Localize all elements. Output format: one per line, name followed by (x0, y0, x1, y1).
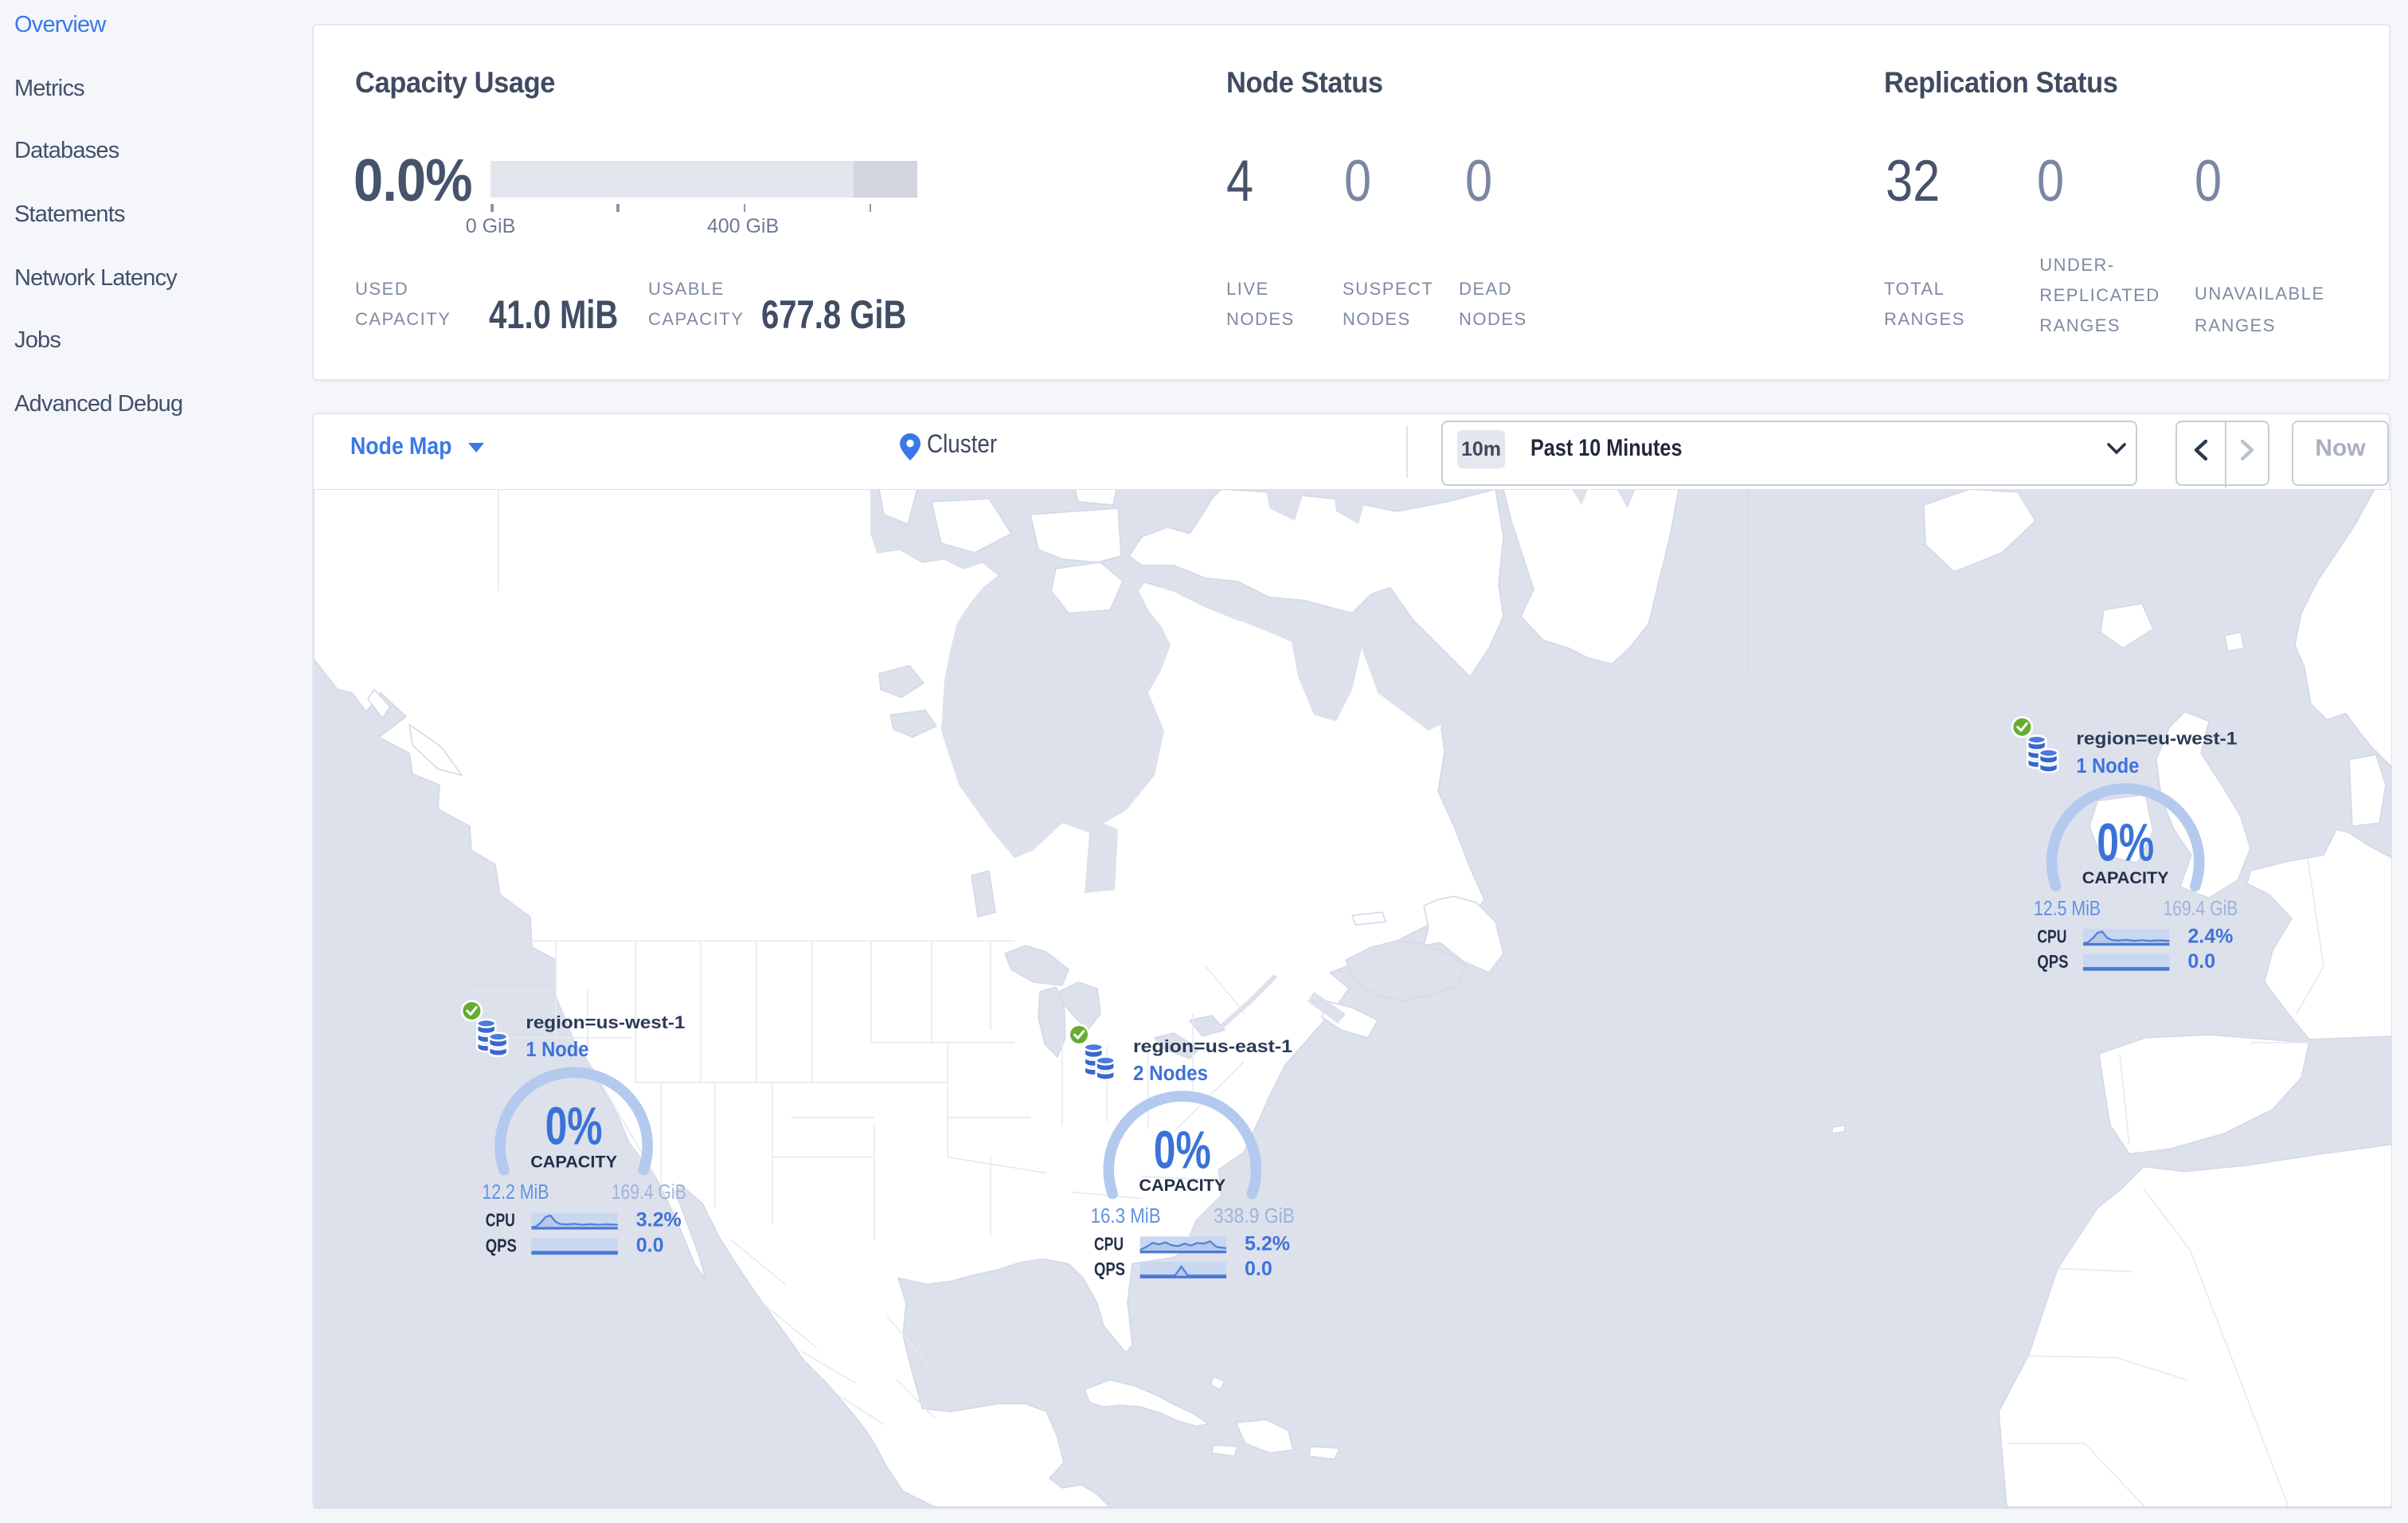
svg-text:3.2%: 3.2% (636, 1209, 682, 1231)
svg-text:0.0: 0.0 (2187, 950, 2215, 973)
svg-text:0%: 0% (545, 1097, 603, 1157)
svg-text:region=us-east-1: region=us-east-1 (1133, 1036, 1292, 1056)
svg-text:CPU: CPU (486, 1210, 515, 1231)
svg-text:16.3 MiB: 16.3 MiB (1091, 1204, 1161, 1227)
svg-text:QPS: QPS (1094, 1259, 1125, 1279)
svg-text:0%: 0% (1154, 1121, 1211, 1180)
svg-text:0%: 0% (2097, 812, 2154, 872)
svg-text:QPS: QPS (486, 1235, 517, 1255)
svg-text:CAPACITY: CAPACITY (2082, 869, 2169, 887)
svg-text:region=eu-west-1: region=eu-west-1 (2076, 729, 2237, 749)
svg-text:12.5 MiB: 12.5 MiB (2034, 896, 2101, 920)
svg-text:0.0: 0.0 (1245, 1258, 1272, 1280)
svg-text:5.2%: 5.2% (1245, 1233, 1290, 1255)
svg-text:region=us-west-1: region=us-west-1 (526, 1012, 685, 1032)
svg-text:2 Nodes: 2 Nodes (1133, 1061, 1208, 1085)
svg-text:1 Node: 1 Node (2076, 754, 2139, 777)
svg-text:0.0: 0.0 (636, 1234, 664, 1256)
svg-text:CPU: CPU (1094, 1234, 1124, 1255)
svg-text:1 Node: 1 Node (526, 1037, 588, 1061)
svg-text:CAPACITY: CAPACITY (530, 1153, 617, 1171)
svg-text:CAPACITY: CAPACITY (1139, 1177, 1226, 1195)
svg-text:2.4%: 2.4% (2187, 925, 2233, 947)
svg-text:338.9 GiB: 338.9 GiB (1214, 1204, 1295, 1227)
svg-text:169.4 GiB: 169.4 GiB (612, 1180, 686, 1204)
svg-text:12.2 MiB: 12.2 MiB (482, 1180, 549, 1204)
svg-text:QPS: QPS (2037, 951, 2068, 972)
svg-text:169.4 GiB: 169.4 GiB (2163, 896, 2238, 920)
svg-text:CPU: CPU (2037, 926, 2066, 946)
